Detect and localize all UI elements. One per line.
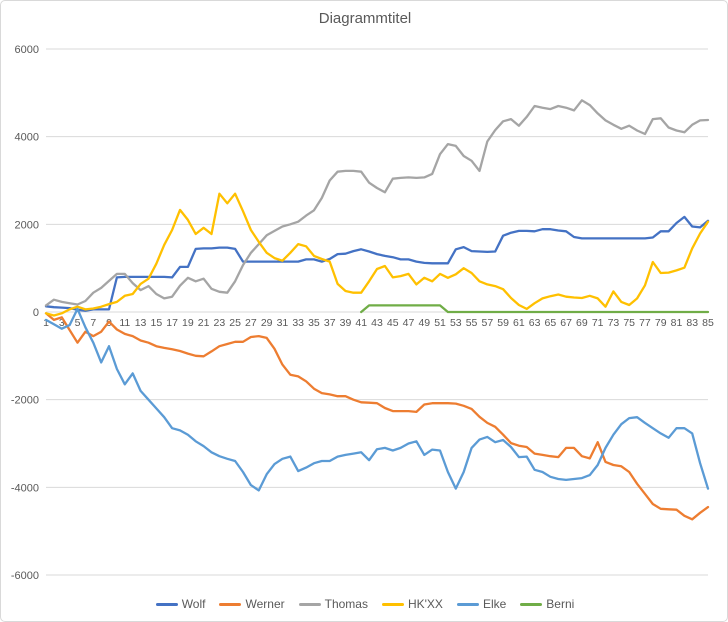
legend-label: Wolf: [181, 597, 206, 611]
legend-item-hkxx: HK'XX: [381, 597, 443, 611]
legend-line-swatch: [381, 602, 404, 606]
x-axis-tick-label: 37: [324, 317, 336, 329]
x-axis-tick-label: 59: [497, 317, 509, 329]
x-axis-tick-label: 85: [702, 317, 714, 329]
x-axis-tick-label: 17: [166, 317, 178, 329]
x-axis-tick-label: 15: [150, 317, 162, 329]
x-axis-tick-label: 65: [545, 317, 557, 329]
legend-label: Berni: [546, 597, 575, 611]
legend: Wolf Werner Thomas HK'XX Elke Berni: [1, 597, 727, 611]
x-axis-tick-label: 19: [182, 317, 194, 329]
x-axis-tick-label: 3: [59, 317, 65, 329]
x-axis-tick-label: 49: [418, 317, 430, 329]
x-axis-tick-label: 61: [513, 317, 525, 329]
x-axis-tick-label: 67: [560, 317, 572, 329]
x-axis-tick-label: 7: [90, 317, 96, 329]
x-axis-tick-label: 13: [135, 317, 147, 329]
x-axis-tick-label: 77: [639, 317, 651, 329]
y-axis-tick-label: -6000: [11, 570, 39, 582]
y-axis-tick-label: -2000: [11, 395, 39, 407]
chart-title: Diagrammtitel: [318, 10, 412, 27]
x-axis-tick-label: 35: [308, 317, 320, 329]
x-axis-tick-label: 63: [529, 317, 541, 329]
x-axis-tick-label: 45: [387, 317, 399, 329]
series-line-thomas: [44, 99, 710, 307]
series-line-hkxx: [44, 192, 710, 317]
series-line-berni: [360, 304, 710, 314]
y-axis-tick-label: 2000: [15, 219, 39, 231]
legend-label: Elke: [482, 597, 507, 611]
legend-line-swatch: [456, 602, 479, 606]
y-axis-tick-label: 6000: [15, 44, 39, 56]
x-axis-tick-label: 73: [608, 317, 620, 329]
legend-line-swatch: [520, 602, 543, 606]
x-axis-tick-label: 51: [434, 317, 446, 329]
x-axis-tick-label: 41: [355, 317, 367, 329]
legend-line-swatch: [298, 602, 321, 606]
x-axis-tick-label: 33: [292, 317, 304, 329]
legend-item-thomas: Thomas: [298, 597, 368, 611]
x-axis-tick-label: 57: [481, 317, 493, 329]
legend-item-wolf: Wolf: [155, 597, 206, 611]
x-axis-tick-label: 79: [655, 317, 667, 329]
x-axis-tick-label: 31: [277, 317, 289, 329]
x-axis-tick-label: 75: [623, 317, 635, 329]
x-axis-tick-label: 23: [214, 317, 226, 329]
x-axis-tick-label: 71: [592, 317, 604, 329]
x-axis-tick-label: 29: [261, 317, 273, 329]
x-axis-tick-label: 11: [119, 317, 130, 329]
x-axis-tick-label: 1: [43, 317, 49, 329]
legend-item-berni: Berni: [520, 598, 574, 610]
legend-item-werner: Werner: [219, 597, 285, 611]
legend-label: HK'XX: [407, 597, 443, 611]
series-line-wolf: [44, 215, 710, 312]
x-axis-tick-label: 5: [75, 317, 81, 329]
x-axis-tick-label: 81: [671, 317, 683, 329]
x-axis-tick-label: 53: [450, 317, 462, 329]
x-axis-tick-label: 25: [229, 317, 241, 329]
x-axis-tick-label: 47: [403, 317, 415, 329]
y-axis-tick-label: 0: [33, 307, 39, 319]
x-axis-tick-label: 27: [245, 317, 257, 329]
x-axis-tick-label: 21: [198, 317, 210, 329]
x-axis-tick-label: 55: [466, 317, 478, 329]
x-axis-tick-label: 39: [340, 317, 352, 329]
series-line-werner: [44, 312, 710, 521]
legend-label: Thomas: [324, 597, 368, 611]
x-axis-tick-label: 43: [371, 317, 383, 329]
y-axis-tick-label: 4000: [15, 132, 39, 144]
legend-line-swatch: [219, 602, 242, 606]
legend-item-elke: Elke: [456, 597, 507, 611]
x-axis-tick-label: 69: [576, 317, 588, 329]
series-line-elke: [44, 307, 710, 492]
legend-line-swatch: [155, 602, 178, 606]
x-axis-tick-label: 83: [686, 317, 698, 329]
legend-label: Werner: [245, 597, 285, 611]
y-axis-tick-label: -4000: [11, 482, 39, 494]
